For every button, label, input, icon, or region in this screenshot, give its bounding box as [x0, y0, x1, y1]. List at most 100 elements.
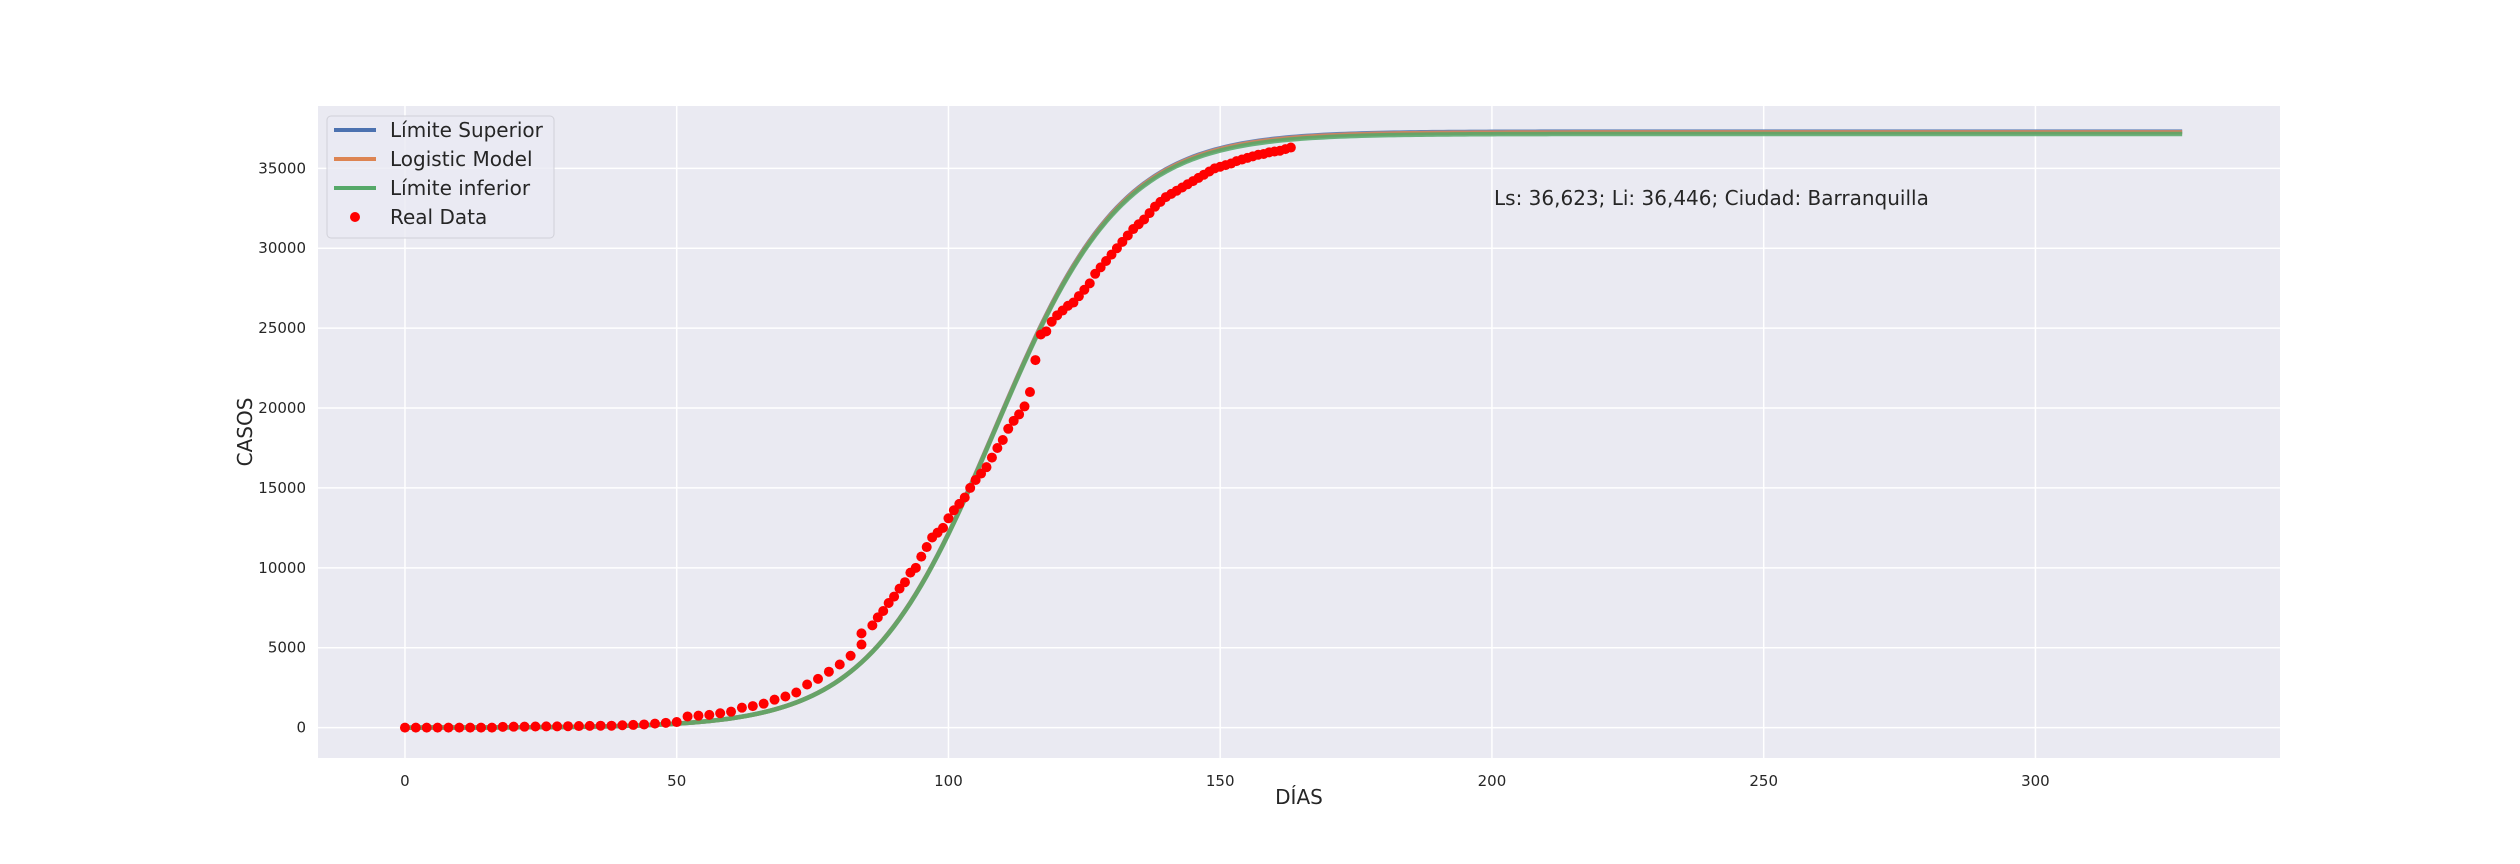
plot-area — [318, 106, 2280, 758]
data-point — [1019, 401, 1030, 412]
annotation-text: Ls: 36,623; Li: 36,446; Ciudad: Barranqu… — [1494, 186, 1929, 210]
legend-label: Logistic Model — [390, 147, 533, 171]
legend: Límite Superior Logistic Model Límite infe… — [326, 115, 555, 239]
y-tick-label: 0 — [296, 719, 306, 737]
data-point — [959, 492, 970, 503]
data-point — [1024, 387, 1035, 398]
data-point — [965, 482, 976, 493]
y-tick-label: 10000 — [258, 559, 306, 577]
data-point — [769, 694, 780, 705]
data-point — [747, 701, 758, 712]
data-point — [899, 577, 910, 588]
data-point — [986, 452, 997, 463]
data-point — [758, 698, 769, 709]
x-tick-label: 100 — [934, 772, 963, 790]
y-tick-label: 35000 — [258, 159, 306, 177]
y-tick-label: 5000 — [268, 639, 306, 657]
data-point — [856, 628, 867, 639]
data-point — [997, 434, 1008, 445]
data-point — [1003, 423, 1014, 434]
data-point — [813, 673, 824, 684]
data-point — [736, 702, 747, 713]
data-point — [943, 513, 954, 524]
data-point — [519, 721, 530, 732]
model-lines — [404, 129, 2183, 730]
data-point — [889, 591, 900, 602]
data-point — [410, 722, 421, 733]
data-point — [1030, 355, 1041, 366]
data-point — [910, 562, 921, 573]
data-point — [432, 722, 443, 733]
x-tick-label: 200 — [1478, 772, 1507, 790]
legend-label: Real Data — [390, 205, 487, 229]
data-point — [856, 639, 867, 650]
data-point — [465, 722, 476, 733]
data-point — [639, 719, 650, 730]
data-point — [486, 722, 497, 733]
x-tick-label: 50 — [667, 772, 686, 790]
data-point — [595, 720, 606, 731]
data-point — [541, 721, 552, 732]
data-point — [981, 462, 992, 473]
data-point — [552, 721, 563, 732]
data-point — [606, 720, 617, 731]
legend-dot-marker — [350, 212, 360, 222]
data-point — [671, 717, 682, 728]
data-point — [421, 722, 432, 733]
data-point — [1084, 278, 1095, 289]
series-line — [404, 131, 2183, 730]
data-point — [573, 721, 584, 732]
data-point — [823, 666, 834, 677]
y-axis-label: CASOS — [233, 398, 257, 467]
data-point — [628, 719, 639, 730]
data-point — [802, 679, 813, 690]
data-point — [916, 551, 927, 562]
data-point — [563, 721, 574, 732]
data-point — [454, 722, 465, 733]
data-point — [791, 687, 802, 698]
y-tick-label: 15000 — [258, 479, 306, 497]
data-point — [584, 720, 595, 731]
x-tick-labels: 0 50 100 150 200 250 300 — [400, 772, 2050, 790]
data-point — [399, 722, 410, 733]
real-data-points — [399, 142, 1296, 733]
data-point — [715, 708, 726, 719]
data-point — [845, 650, 856, 661]
data-point — [938, 522, 949, 533]
x-tick-label: 250 — [1749, 772, 1778, 790]
y-tick-label: 20000 — [258, 399, 306, 417]
data-point — [726, 706, 737, 717]
legend-label: Límite inferior — [390, 176, 531, 200]
data-point — [1041, 326, 1052, 337]
data-point — [704, 709, 715, 720]
legend-box — [326, 115, 555, 239]
data-point — [1014, 409, 1025, 420]
data-point — [992, 442, 1003, 453]
data-point — [867, 620, 878, 631]
data-point — [443, 722, 454, 733]
x-axis-label: DÍAS — [1275, 785, 1323, 809]
grid-lines — [318, 106, 2280, 758]
data-point — [1285, 142, 1296, 153]
data-point — [682, 711, 693, 722]
y-tick-label: 25000 — [258, 319, 306, 337]
data-point — [508, 721, 519, 732]
data-point — [693, 710, 704, 721]
data-point — [617, 720, 628, 731]
data-point — [476, 722, 487, 733]
data-point — [921, 542, 932, 553]
data-point — [834, 659, 845, 670]
data-point — [780, 691, 791, 702]
data-point — [649, 718, 660, 729]
x-tick-label: 0 — [400, 772, 410, 790]
data-point — [497, 721, 508, 732]
data-point — [878, 605, 889, 616]
legend-label: Límite Superior — [390, 118, 544, 142]
y-tick-label: 30000 — [258, 239, 306, 257]
y-tick-labels: 0 5000 10000 15000 20000 25000 30000 35000 — [258, 159, 306, 736]
data-point — [530, 721, 541, 732]
x-tick-label: 150 — [1206, 772, 1235, 790]
data-point — [660, 717, 671, 728]
x-tick-label: 300 — [2021, 772, 2050, 790]
